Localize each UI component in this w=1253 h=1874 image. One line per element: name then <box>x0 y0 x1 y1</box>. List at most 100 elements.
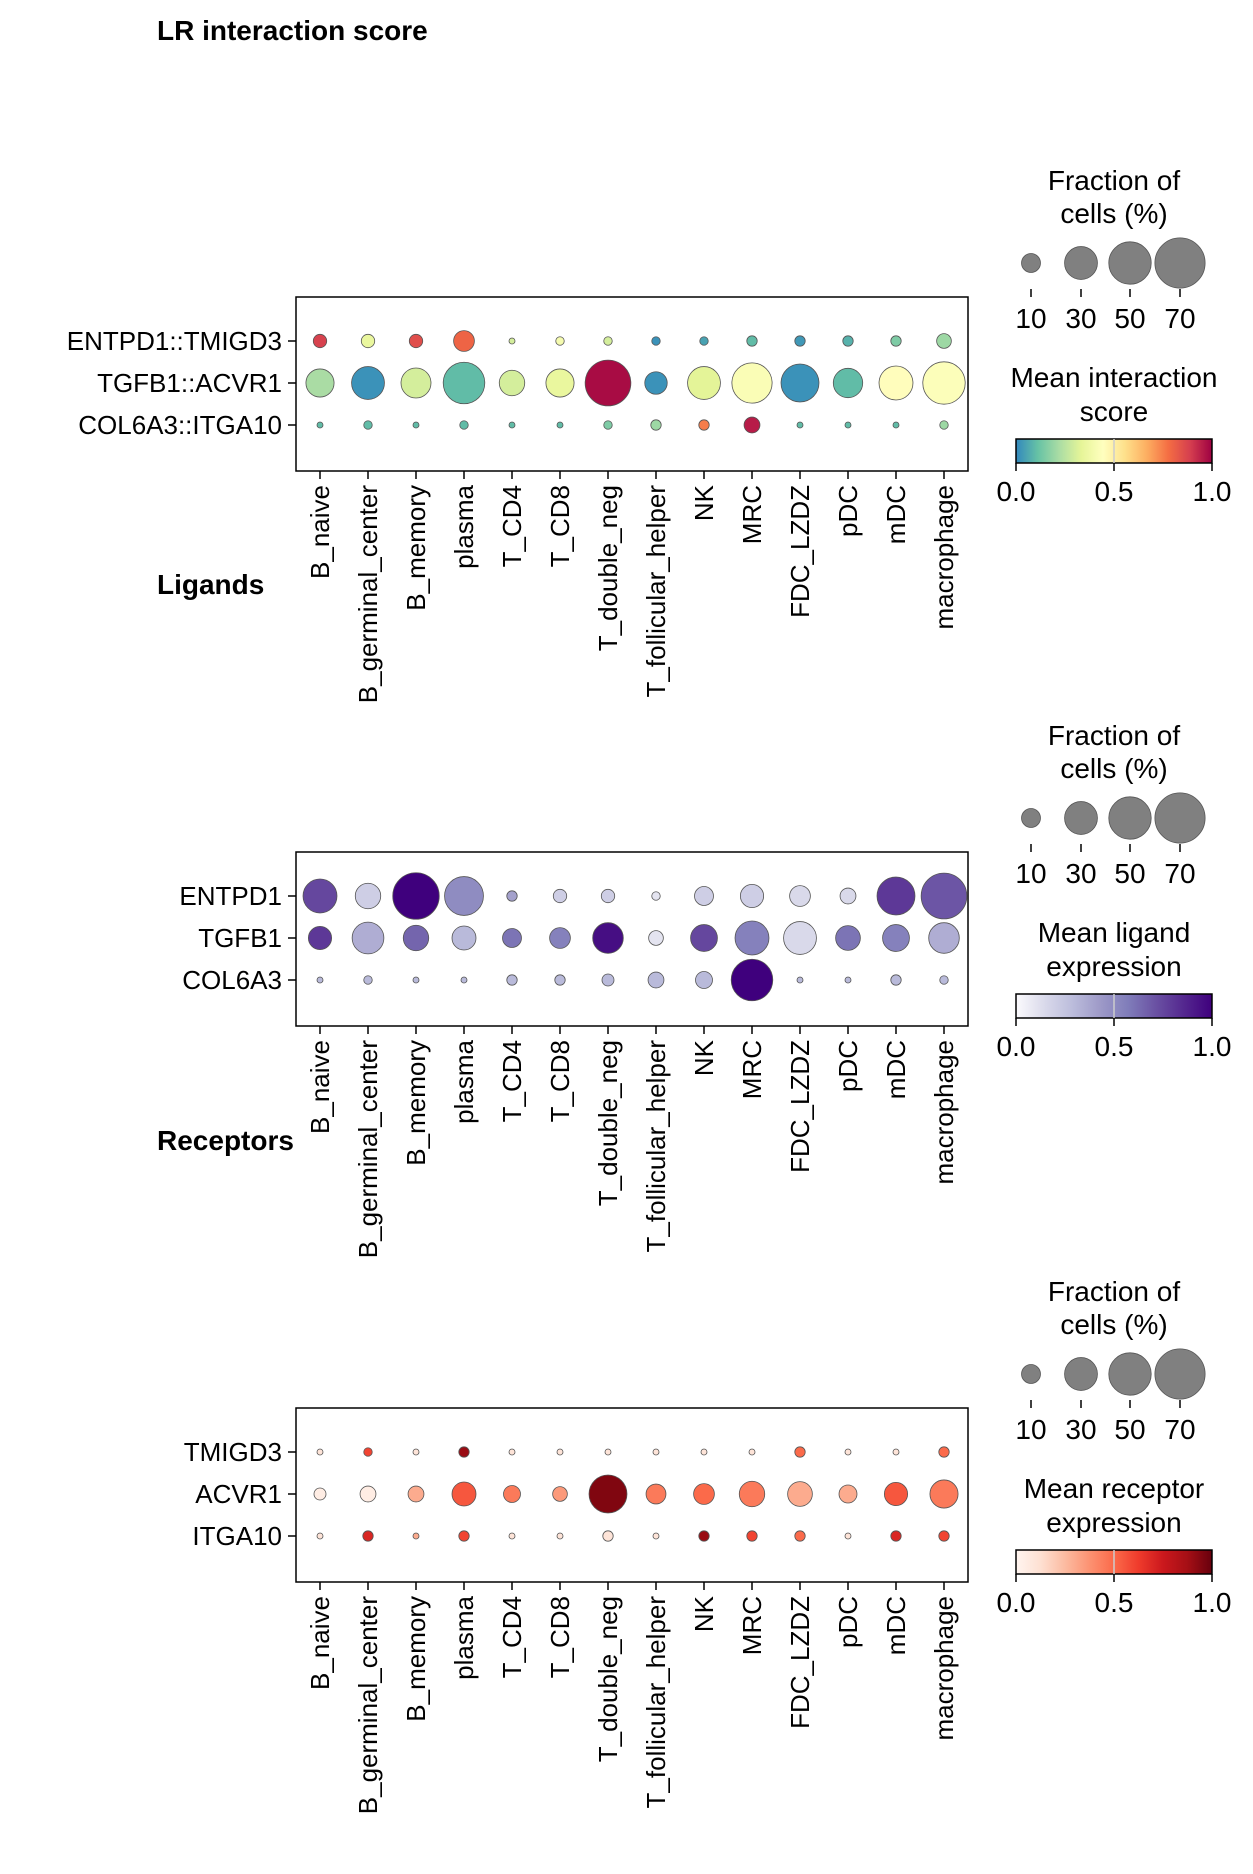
dot <box>506 974 518 986</box>
dot <box>354 882 382 910</box>
column-label: B_naive <box>305 485 335 579</box>
dot <box>556 1448 564 1456</box>
dot <box>351 921 385 955</box>
size-legend-title: Fraction of <box>1048 165 1180 196</box>
column-label: pDC <box>833 485 863 537</box>
dot <box>313 1487 327 1501</box>
dot <box>552 1486 568 1502</box>
column-label: B_memory <box>401 1596 431 1722</box>
column-label: FDC_LZDZ <box>785 485 815 618</box>
column-label: MRC <box>737 1040 767 1099</box>
dot <box>746 335 758 347</box>
dot <box>316 421 324 429</box>
dot <box>508 337 516 345</box>
dot <box>929 1479 959 1509</box>
dot <box>700 1448 708 1456</box>
dot <box>601 973 615 987</box>
column-label: plasma <box>449 1039 479 1123</box>
dot <box>508 1532 516 1540</box>
dot <box>645 1483 667 1505</box>
row-label: COL6A3::ITGA10 <box>78 410 282 440</box>
column-label: plasma <box>449 1595 479 1679</box>
dot <box>316 976 324 984</box>
dot <box>412 421 420 429</box>
dot <box>451 925 477 951</box>
column-label: B_germinal_center <box>353 1040 383 1259</box>
panel-ligands: ENTPD1 TGFB1 COL6A3 B_naive B_germinal_cente… <box>157 569 1231 1258</box>
colorbar-tick-label: 1.0 <box>1193 1031 1232 1062</box>
colorbar-tick-label: 0.5 <box>1095 476 1134 507</box>
size-legend-title: Fraction of <box>1048 1276 1180 1307</box>
row-label: ENTPD1::TMIGD3 <box>67 326 282 356</box>
column-label: T_double_neg <box>593 1040 623 1206</box>
dot <box>890 1530 902 1542</box>
column-label: B_naive <box>305 1596 335 1690</box>
plot-frame <box>295 1407 969 1583</box>
dot <box>743 416 761 434</box>
dot <box>652 1532 660 1540</box>
column-label: B_memory <box>401 485 431 611</box>
plot-frame <box>295 851 969 1027</box>
dot <box>882 924 910 952</box>
dot <box>592 922 624 954</box>
size-legend-label: 30 <box>1065 1414 1096 1445</box>
size-legend-dot <box>1108 796 1152 840</box>
dot <box>794 335 806 347</box>
size-legend-dot <box>1064 246 1098 280</box>
dot <box>502 928 522 948</box>
dot <box>920 872 968 920</box>
dot <box>794 1446 806 1458</box>
dot <box>651 336 661 346</box>
dot <box>552 888 568 904</box>
dot <box>363 1447 373 1457</box>
column-label: T_CD8 <box>545 485 575 567</box>
dot <box>600 888 616 904</box>
dot <box>554 974 566 986</box>
row-label: TGFB1 <box>198 923 282 953</box>
dot <box>555 336 565 346</box>
dot <box>407 1485 425 1503</box>
dot <box>939 420 949 430</box>
dot <box>938 1446 950 1458</box>
size-legend-label: 70 <box>1164 1414 1195 1445</box>
column-label: T_CD4 <box>497 1040 527 1122</box>
dot <box>730 958 774 1002</box>
row-label: COL6A3 <box>182 965 282 995</box>
dot <box>839 887 857 905</box>
size-legend-label: 10 <box>1015 858 1046 889</box>
size-legend-label: 10 <box>1015 303 1046 334</box>
size-legend-dot <box>1064 1357 1098 1391</box>
dot <box>363 420 373 430</box>
colorbar-title: expression <box>1046 1507 1181 1538</box>
size-legend-title: cells (%) <box>1060 753 1167 784</box>
column-label: T_double_neg <box>593 485 623 651</box>
dot <box>648 930 664 946</box>
dot <box>556 1532 564 1540</box>
size-legend-dot <box>1154 792 1206 844</box>
dot <box>876 876 916 916</box>
dot <box>787 1481 813 1507</box>
column-label: pDC <box>833 1040 863 1092</box>
section-label: Receptors <box>157 1125 294 1156</box>
colorbar-tick-label: 0.0 <box>997 1587 1036 1618</box>
dot <box>451 1481 477 1507</box>
size-legend-label: 10 <box>1015 1414 1046 1445</box>
dot <box>442 361 486 405</box>
row-label: ENTPD1 <box>179 881 282 911</box>
dot <box>556 421 564 429</box>
dot <box>312 333 328 349</box>
dot <box>890 335 902 347</box>
dot <box>508 1448 516 1456</box>
row-label: TGFB1::ACVR1 <box>97 368 282 398</box>
size-legend-label: 50 <box>1114 303 1145 334</box>
colorbar-tick-label: 0.0 <box>997 1031 1036 1062</box>
dot <box>796 976 804 984</box>
colorbar-title: expression <box>1046 951 1181 982</box>
column-label: mDC <box>881 485 911 544</box>
dot <box>545 368 575 398</box>
column-label: MRC <box>737 1596 767 1655</box>
dot <box>748 1448 756 1456</box>
size-legend-label: 50 <box>1114 858 1145 889</box>
figure-title: LR interaction score <box>157 15 428 46</box>
column-label: plasma <box>449 484 479 568</box>
